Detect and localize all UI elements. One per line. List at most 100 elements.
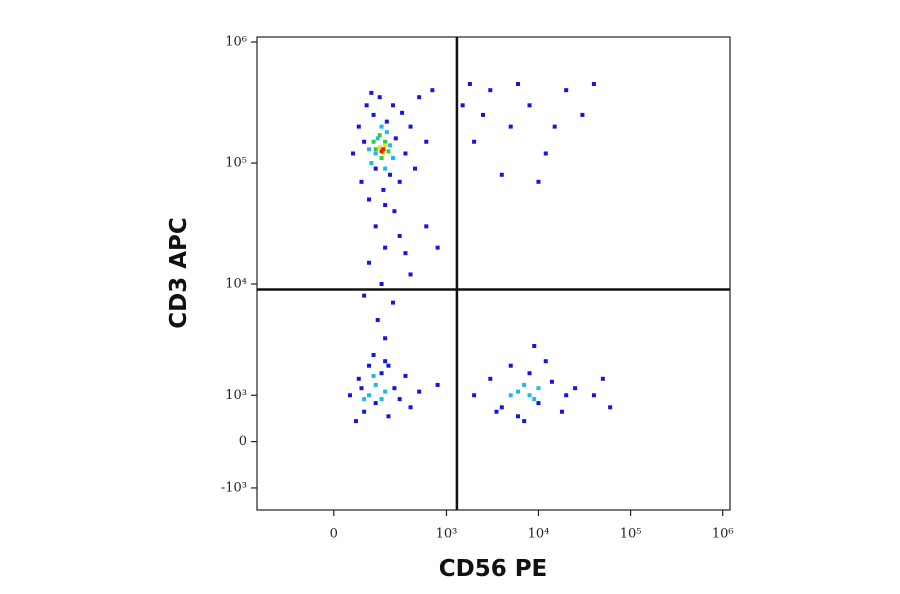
event-dot [413, 166, 418, 171]
event-dot [435, 382, 440, 387]
event-dot [362, 139, 367, 144]
event-dot [383, 143, 388, 148]
event-dot [383, 359, 388, 364]
event-dot [403, 251, 408, 256]
event-dot [383, 166, 388, 171]
event-dot [527, 393, 532, 398]
event-dot [600, 376, 605, 381]
event-dot [573, 386, 578, 391]
event-dot [367, 363, 372, 368]
event-dot [381, 151, 386, 156]
event-dot [508, 393, 513, 398]
event-dot [494, 409, 499, 414]
event-dot [499, 172, 504, 177]
event-dot [527, 103, 532, 108]
event-dot [472, 139, 477, 144]
event-dot [508, 363, 513, 368]
event-dot [390, 103, 395, 108]
event-dot [367, 197, 372, 202]
event-dot [369, 161, 374, 166]
event-dot [408, 405, 413, 410]
event-dot [536, 179, 541, 184]
event-dot [403, 151, 408, 156]
event-dot [397, 179, 402, 184]
event-dot [377, 133, 382, 138]
event-dot [373, 166, 378, 171]
event-dot [383, 139, 388, 144]
event-dot [408, 124, 413, 129]
x-tick-label: 10⁶ [712, 527, 734, 542]
event-dot [522, 382, 527, 387]
y-tick-label: 0 [239, 434, 247, 449]
event-dot [373, 224, 378, 229]
event-dot [373, 401, 378, 406]
event-dot [351, 151, 356, 156]
event-dot [379, 371, 384, 376]
event-dot [362, 409, 367, 414]
x-tick-label: 0 [330, 527, 338, 542]
event-dot [499, 405, 504, 410]
event-dot [460, 103, 465, 108]
event-dot [383, 203, 388, 208]
event-dot [359, 179, 364, 184]
x-tick-label: 10³ [436, 527, 458, 542]
event-dot [472, 393, 477, 398]
event-dot [356, 376, 361, 381]
event-dot [371, 353, 376, 358]
event-dot [383, 245, 388, 250]
event-dot [397, 233, 402, 238]
event-dot [386, 149, 391, 154]
x-tick-label: 10⁴ [528, 527, 550, 542]
event-dot [373, 382, 378, 387]
event-dot [373, 147, 378, 152]
event-dot [371, 373, 376, 378]
y-axis-title: CD3 APC [166, 217, 192, 329]
event-dot [392, 386, 397, 391]
event-dot [393, 136, 398, 141]
event-dot [543, 359, 548, 364]
event-dot [564, 88, 569, 93]
y-tick-label: 10⁵ [225, 156, 247, 171]
event-dot [403, 373, 408, 378]
event-dot [379, 124, 384, 129]
y-tick-label: 10⁴ [225, 276, 247, 291]
event-dot [384, 130, 389, 135]
event-dot [417, 95, 422, 100]
event-dot [481, 112, 486, 117]
event-dot [564, 393, 569, 398]
event-dot [591, 393, 596, 398]
event-dot [369, 90, 374, 95]
x-axis-title: CD56 PE [439, 556, 548, 582]
event-dot [430, 88, 435, 93]
y-tick-label: 10⁶ [225, 35, 247, 50]
y-tick-label: 10³ [225, 388, 247, 403]
event-dot [608, 405, 613, 410]
y-tick-label: -10³ [221, 480, 247, 495]
event-dot [488, 376, 493, 381]
event-dot [516, 414, 521, 419]
event-dot [377, 145, 382, 150]
event-dot [417, 389, 422, 394]
event-dot [424, 139, 429, 144]
event-dot [549, 379, 554, 384]
event-dot [379, 156, 384, 161]
event-dot [390, 156, 395, 161]
event-dot [383, 336, 388, 341]
event-dot [536, 386, 541, 391]
event-dot [359, 386, 364, 391]
event-dot [373, 151, 378, 156]
event-dot [353, 419, 358, 424]
event-dot [371, 112, 376, 117]
event-dot [362, 397, 367, 402]
event-dot [386, 414, 391, 419]
event-dot [532, 344, 537, 349]
event-dot [367, 393, 372, 398]
event-dot [516, 81, 521, 86]
event-dot [379, 149, 384, 154]
event-dot [435, 245, 440, 250]
event-dot [488, 88, 493, 93]
event-dot [375, 318, 380, 323]
event-dot [388, 172, 393, 177]
